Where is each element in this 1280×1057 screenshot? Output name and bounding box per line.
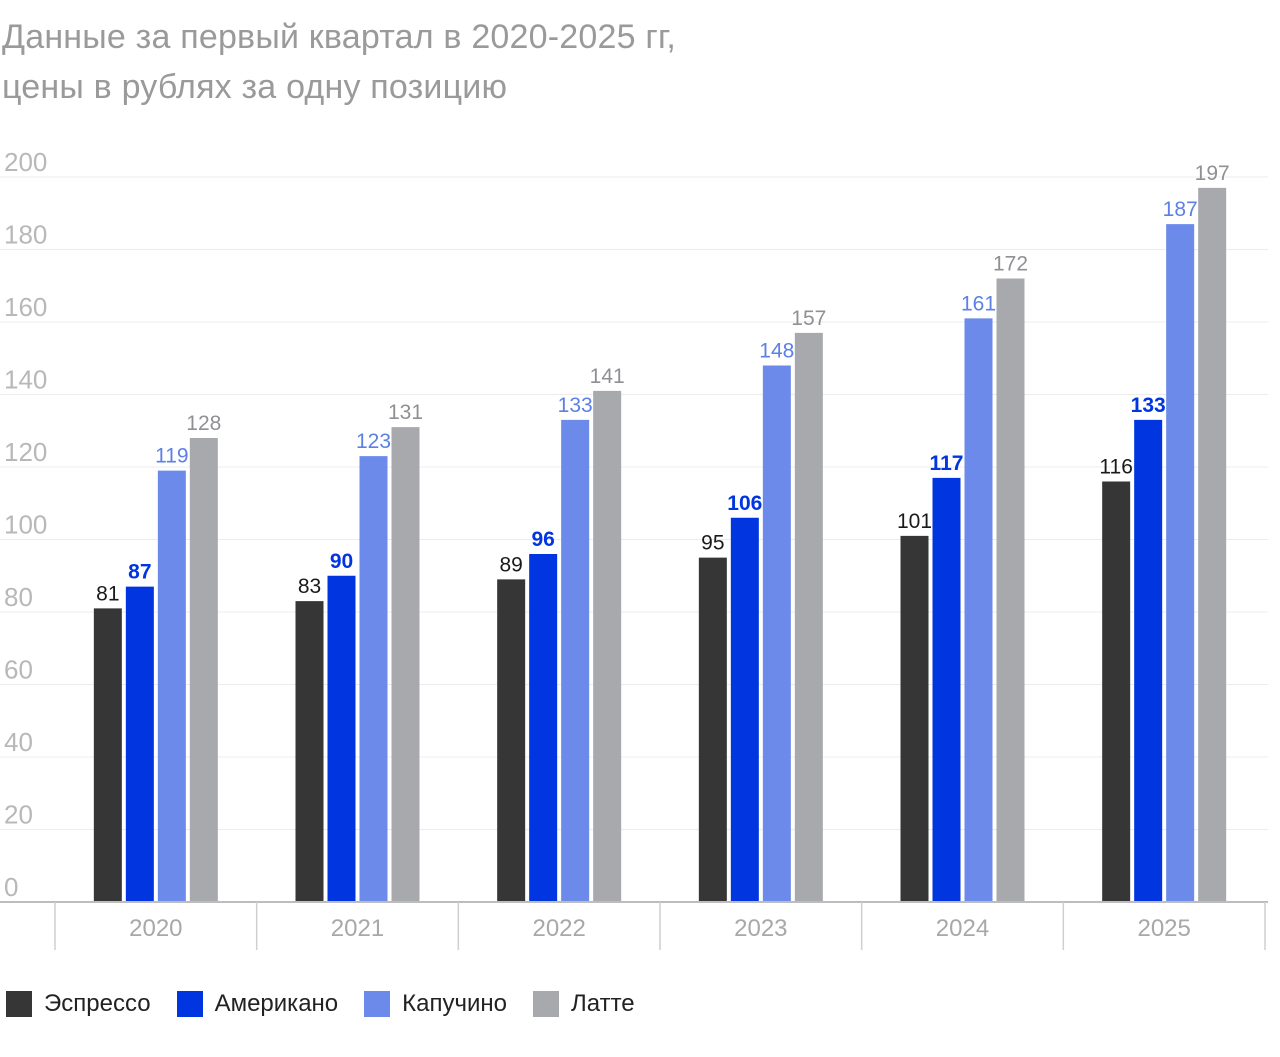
y-tick-label: 100 bbox=[4, 510, 47, 540]
legend-swatch-espresso bbox=[6, 991, 32, 1017]
y-tick-label: 0 bbox=[4, 872, 18, 902]
data-label: 161 bbox=[961, 292, 996, 315]
chart-subtitle: цены в рублях за одну позицию bbox=[2, 68, 508, 106]
bar bbox=[359, 456, 388, 902]
bars bbox=[93, 187, 1227, 902]
legend-item-cappuccino: Капучино bbox=[364, 990, 507, 1018]
legend-item-americano: Американо bbox=[176, 990, 339, 1018]
chart-title: Данные за первый квартал в 2020-2025 гг, bbox=[2, 18, 677, 56]
data-label: 172 bbox=[993, 253, 1028, 276]
data-label: 197 bbox=[1195, 162, 1230, 185]
bar bbox=[295, 601, 324, 902]
legend-label-cappuccino: Капучино bbox=[402, 990, 507, 1017]
data-label: 148 bbox=[759, 340, 794, 363]
y-tick-label: 60 bbox=[4, 655, 33, 685]
y-tick-label: 160 bbox=[4, 292, 47, 322]
x-tick-label: 2021 bbox=[331, 915, 384, 942]
y-tick-label: 140 bbox=[4, 365, 47, 395]
bar bbox=[157, 470, 186, 902]
bar bbox=[932, 477, 961, 902]
x-tick-label: 2024 bbox=[936, 915, 989, 942]
data-label: 90 bbox=[330, 550, 353, 573]
legend-label-americano: Американо bbox=[214, 990, 339, 1017]
data-label: 117 bbox=[930, 452, 964, 475]
data-label: 123 bbox=[356, 430, 391, 453]
data-label: 128 bbox=[186, 412, 221, 435]
y-tick-label: 40 bbox=[4, 727, 33, 757]
legend-swatch-cappuccino bbox=[364, 991, 391, 1017]
chart-title-block: Данные за первый квартал в 2020-2025 гг,… bbox=[2, 12, 1202, 112]
legend-swatch-americano bbox=[176, 991, 203, 1017]
y-tick-label: 200 bbox=[4, 147, 47, 177]
data-label: 116 bbox=[1099, 456, 1132, 479]
data-label: 133 bbox=[1131, 394, 1166, 417]
bar bbox=[497, 579, 526, 902]
bar bbox=[93, 608, 122, 902]
data-label: 81 bbox=[96, 582, 119, 605]
x-tick-label: 2023 bbox=[734, 915, 787, 942]
legend-label-latte: Латте bbox=[571, 990, 635, 1017]
data-label: 95 bbox=[701, 532, 724, 555]
bar bbox=[1166, 224, 1195, 902]
bar bbox=[391, 427, 420, 902]
bar bbox=[964, 318, 993, 902]
y-tick-label: 20 bbox=[4, 800, 33, 830]
bar bbox=[794, 332, 823, 902]
y-tick-label: 120 bbox=[4, 437, 47, 467]
bar bbox=[762, 365, 791, 902]
x-tick-label: 2020 bbox=[129, 915, 182, 942]
bar bbox=[189, 438, 218, 902]
data-label: 83 bbox=[298, 575, 321, 598]
bar bbox=[125, 586, 154, 902]
bar bbox=[327, 575, 356, 902]
data-label: 96 bbox=[531, 528, 554, 551]
data-label: 89 bbox=[499, 553, 522, 576]
y-tick-label: 80 bbox=[4, 582, 33, 612]
data-label: 187 bbox=[1163, 198, 1198, 221]
legend-item-latte: Латте bbox=[533, 990, 635, 1018]
x-tick-label: 2025 bbox=[1137, 915, 1190, 942]
bar bbox=[730, 517, 759, 902]
bar bbox=[1102, 481, 1131, 902]
data-label: 141 bbox=[590, 365, 625, 388]
legend-item-espresso: Эспрессо bbox=[6, 990, 151, 1018]
data-label: 119 bbox=[155, 445, 188, 468]
bar bbox=[529, 554, 558, 902]
data-label: 157 bbox=[791, 307, 826, 330]
bar bbox=[561, 419, 590, 902]
legend: Эспрессо Американо Капучино Латте bbox=[6, 990, 661, 1018]
data-label: 106 bbox=[727, 492, 762, 515]
bar bbox=[900, 535, 929, 902]
bar bbox=[1134, 419, 1163, 902]
y-tick-label: 180 bbox=[4, 220, 47, 250]
bar bbox=[698, 557, 727, 902]
bar bbox=[1198, 187, 1227, 902]
data-label: 87 bbox=[128, 561, 151, 584]
x-axis: 2020 2021 2022 2023 2024 2025 bbox=[0, 901, 1268, 950]
data-label: 101 bbox=[897, 510, 932, 533]
bar bbox=[593, 390, 622, 902]
legend-label-espresso: Эспрессо bbox=[44, 990, 151, 1017]
data-label: 133 bbox=[558, 394, 593, 417]
bar bbox=[996, 278, 1025, 902]
y-axis-ticks: 0 20 40 60 80 100 120 140 160 180 200 bbox=[4, 147, 47, 902]
x-tick-label: 2022 bbox=[532, 915, 585, 942]
data-label: 131 bbox=[388, 401, 423, 424]
legend-swatch-latte bbox=[533, 991, 559, 1017]
